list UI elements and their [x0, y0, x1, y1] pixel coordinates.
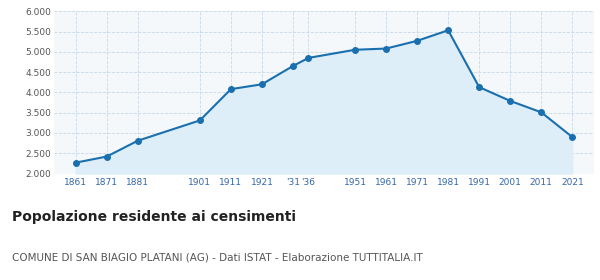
Text: COMUNE DI SAN BIAGIO PLATANI (AG) - Dati ISTAT - Elaborazione TUTTITALIA.IT: COMUNE DI SAN BIAGIO PLATANI (AG) - Dati…: [12, 252, 423, 262]
Text: Popolazione residente ai censimenti: Popolazione residente ai censimenti: [12, 210, 296, 224]
